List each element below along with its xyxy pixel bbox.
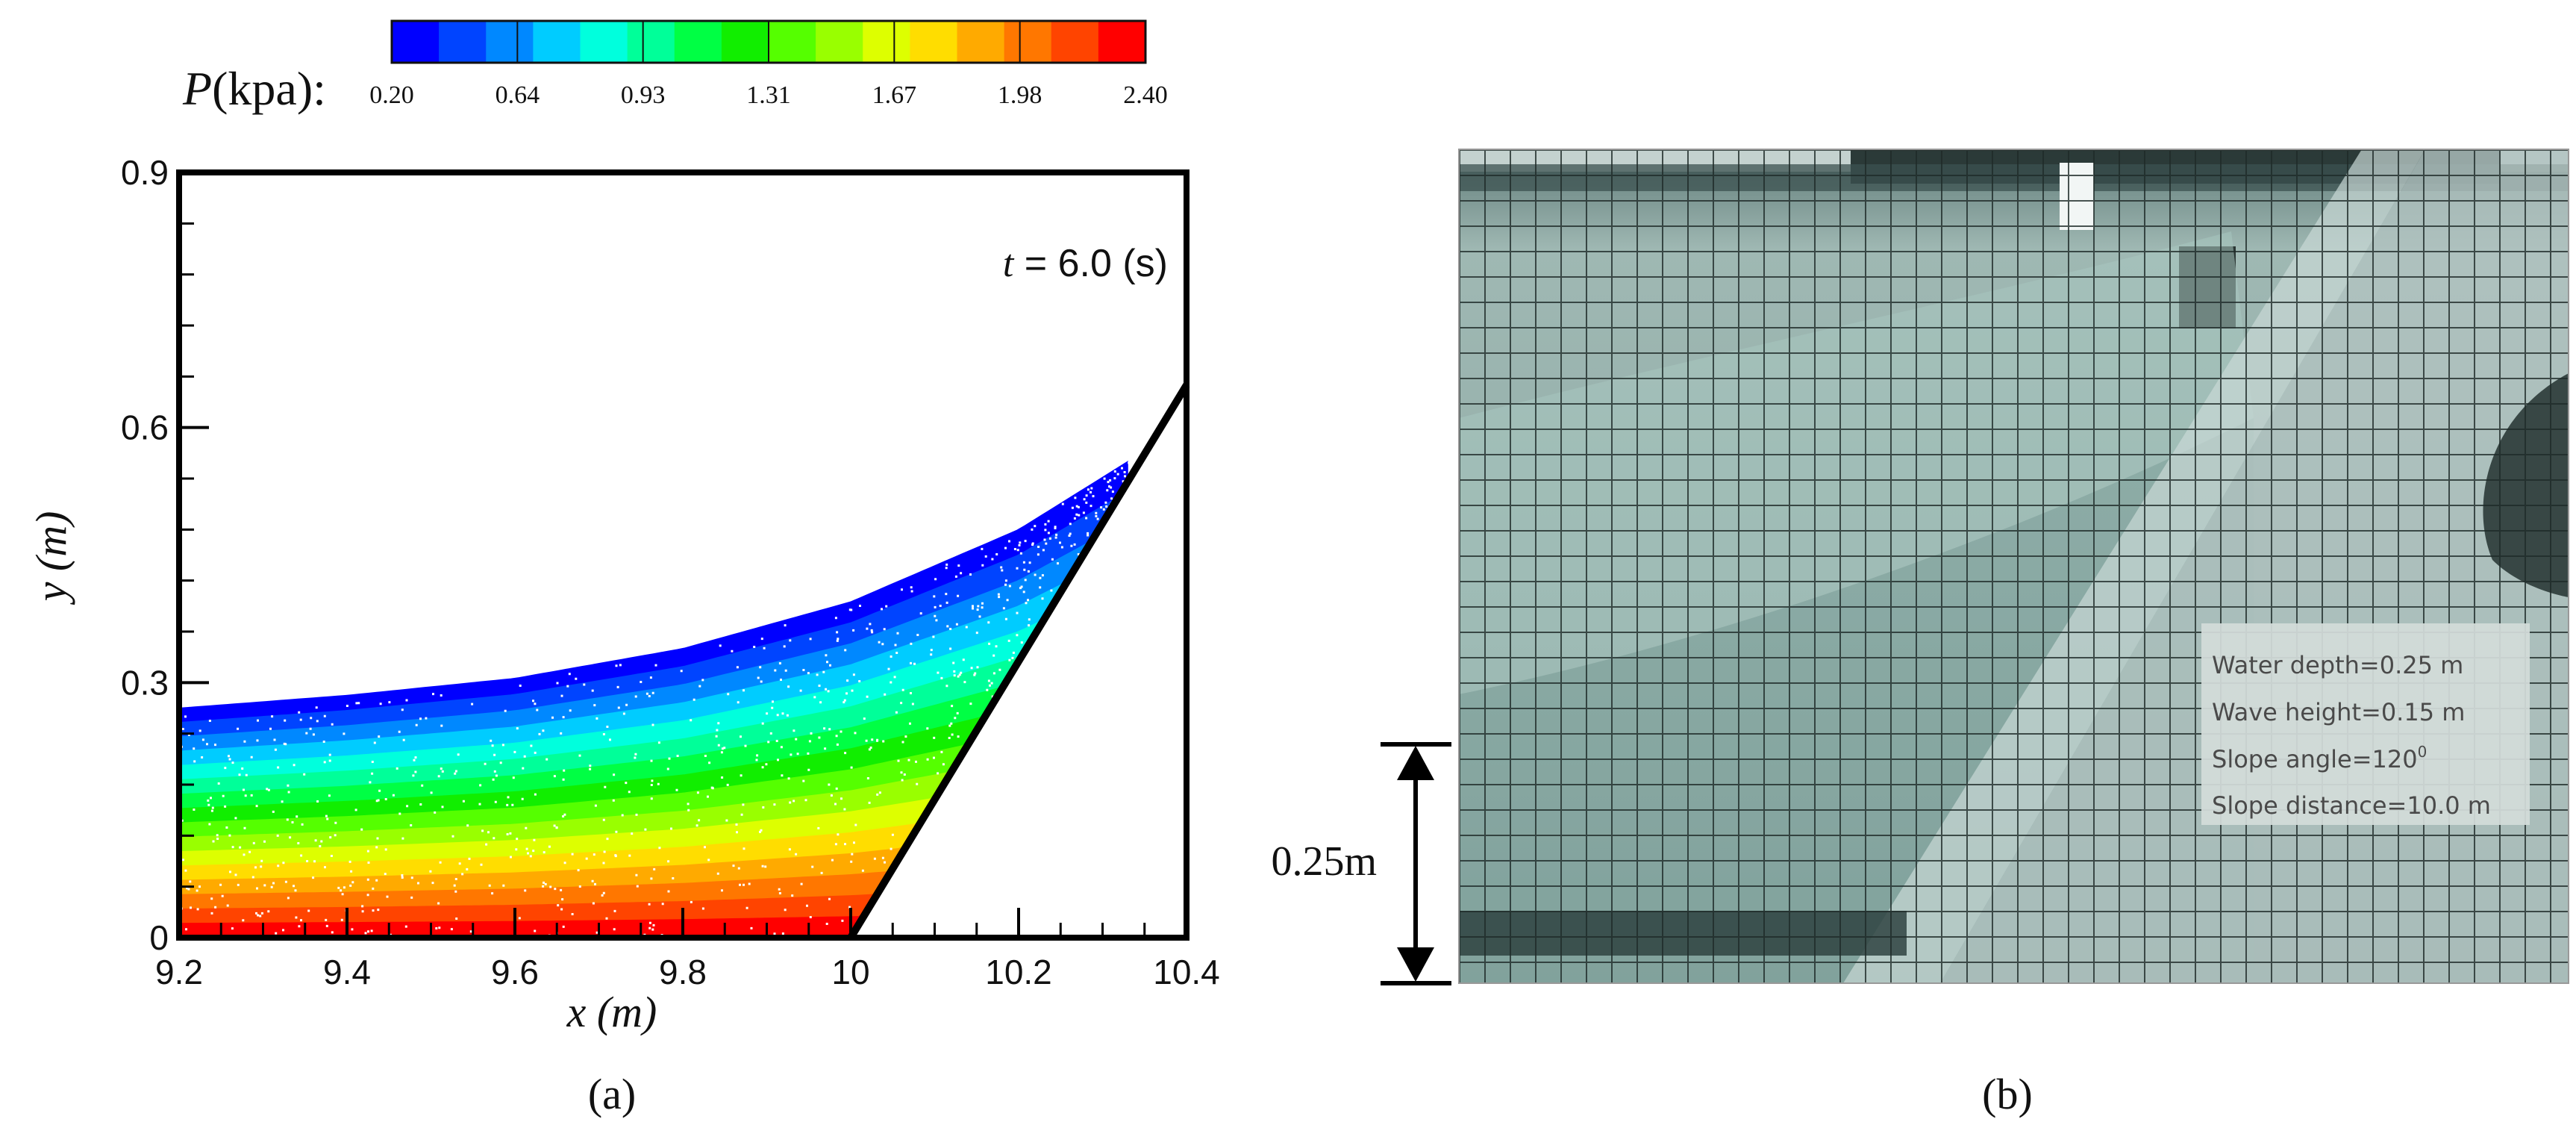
- colorbar-swatch: [816, 21, 863, 63]
- colorbar-swatch: [533, 21, 581, 63]
- colorbar-swatch: [721, 21, 769, 63]
- colorbar-label-var: P: [182, 62, 212, 115]
- panel-b-label: (b): [1982, 1070, 2033, 1118]
- y-tick-label: 0.3: [121, 663, 169, 702]
- colorbar-tick-label: 0.20: [369, 81, 414, 109]
- y-tick-label: 0.6: [121, 408, 169, 447]
- colorbar-swatch: [863, 21, 910, 63]
- y-tick-label: 0.9: [121, 153, 169, 192]
- colorbar-label-unit: (kpa):: [212, 62, 326, 115]
- colorbar-swatches: [392, 21, 1146, 63]
- panel-a: 9.2 9.4 9.6 9.8 10 10.2 10.4 00.30.60.9 x (m) …: [27, 153, 1220, 1118]
- y-axis-title: y (m): [27, 511, 75, 605]
- colorbar: P(kpa): 0.20 0.64 0.93 1.31 1.67 1.98 2.40: [182, 19, 1168, 115]
- info-sign: [2201, 623, 2530, 825]
- colorbar-swatch: [769, 21, 816, 63]
- time-value: = 6.0 (s): [1013, 242, 1168, 285]
- grid-overlay: [1459, 149, 2569, 983]
- colorbar-swatch: [674, 21, 722, 63]
- colorbar-tick-label: 0.64: [495, 81, 540, 109]
- note-water-depth: Water depth=0.25 m: [2212, 651, 2463, 679]
- panel-a-label: (a): [588, 1070, 636, 1118]
- x-axis-var: x: [566, 988, 587, 1036]
- x-tick-label: 9.6: [491, 953, 539, 991]
- time-var: t: [1003, 243, 1015, 285]
- colorbar-swatch: [392, 21, 440, 63]
- colorbar-swatch: [1098, 21, 1146, 63]
- colorbar-swatch: [439, 21, 487, 63]
- x-tick-label: 10: [831, 953, 869, 991]
- x-tick-label: 10.2: [985, 953, 1052, 991]
- dimension-label: 0.25m: [1271, 838, 1377, 885]
- y-tick-labels: 0 0.3 0.6 0.9: [121, 153, 169, 957]
- x-tick-labels: 9.2 9.4 9.6 9.8 10 10.2 10.4: [155, 953, 1220, 991]
- colorbar-tick-label: 0.93: [621, 81, 666, 109]
- colorbar-tick-label: 2.40: [1123, 81, 1168, 109]
- y-axis-var: y: [27, 582, 75, 605]
- x-tick-label: 9.4: [323, 953, 371, 991]
- y-axis-unit: (m): [27, 511, 75, 572]
- x-axis-unit: (m): [597, 988, 657, 1036]
- colorbar-tick-labels: 0.20 0.64 0.93 1.31 1.67 1.98 2.40: [369, 21, 1168, 109]
- colorbar-tick-label: 1.98: [998, 81, 1042, 109]
- colorbar-swatch: [580, 21, 628, 63]
- photo-frame: [1458, 149, 2569, 984]
- panel-b-photo: Water depth=0.25 m Wave height=0.15 m Sl…: [1458, 149, 2569, 984]
- x-tick-label: 9.2: [155, 953, 203, 991]
- depth-dimension: 0.25m: [1271, 742, 1451, 985]
- time-annotation: t = 6.0 (s): [1003, 242, 1168, 285]
- colorbar-swatch: [627, 21, 675, 63]
- colorbar-swatch: [910, 21, 958, 63]
- colorbar-tick-label: 1.31: [746, 81, 791, 109]
- pressure-field: [179, 461, 1128, 938]
- colorbar-swatch: [1004, 21, 1052, 63]
- colorbar-swatch: [486, 21, 534, 63]
- colorbar-tick-label: 1.67: [872, 81, 917, 109]
- x-tick-label: 9.8: [659, 953, 707, 991]
- colorbar-swatch: [1051, 21, 1099, 63]
- arrow-up-icon: [1397, 746, 1434, 780]
- colorbar-swatch: [957, 21, 1005, 63]
- note-slope-distance: Slope distance=10.0 m: [2212, 791, 2491, 820]
- y-tick-label: 0: [149, 918, 169, 957]
- x-tick-label: 10.4: [1153, 953, 1220, 991]
- note-slope-angle: Slope angle=1200: [2212, 743, 2427, 773]
- x-axis-title: x (m): [566, 988, 657, 1036]
- slope-line: [847, 383, 1190, 940]
- axis-ticks: [178, 171, 1188, 939]
- note-wave-height: Wave height=0.15 m: [2212, 698, 2465, 726]
- arrow-down-icon: [1397, 947, 1434, 982]
- svg-text:P(kpa):: P(kpa):: [182, 62, 326, 115]
